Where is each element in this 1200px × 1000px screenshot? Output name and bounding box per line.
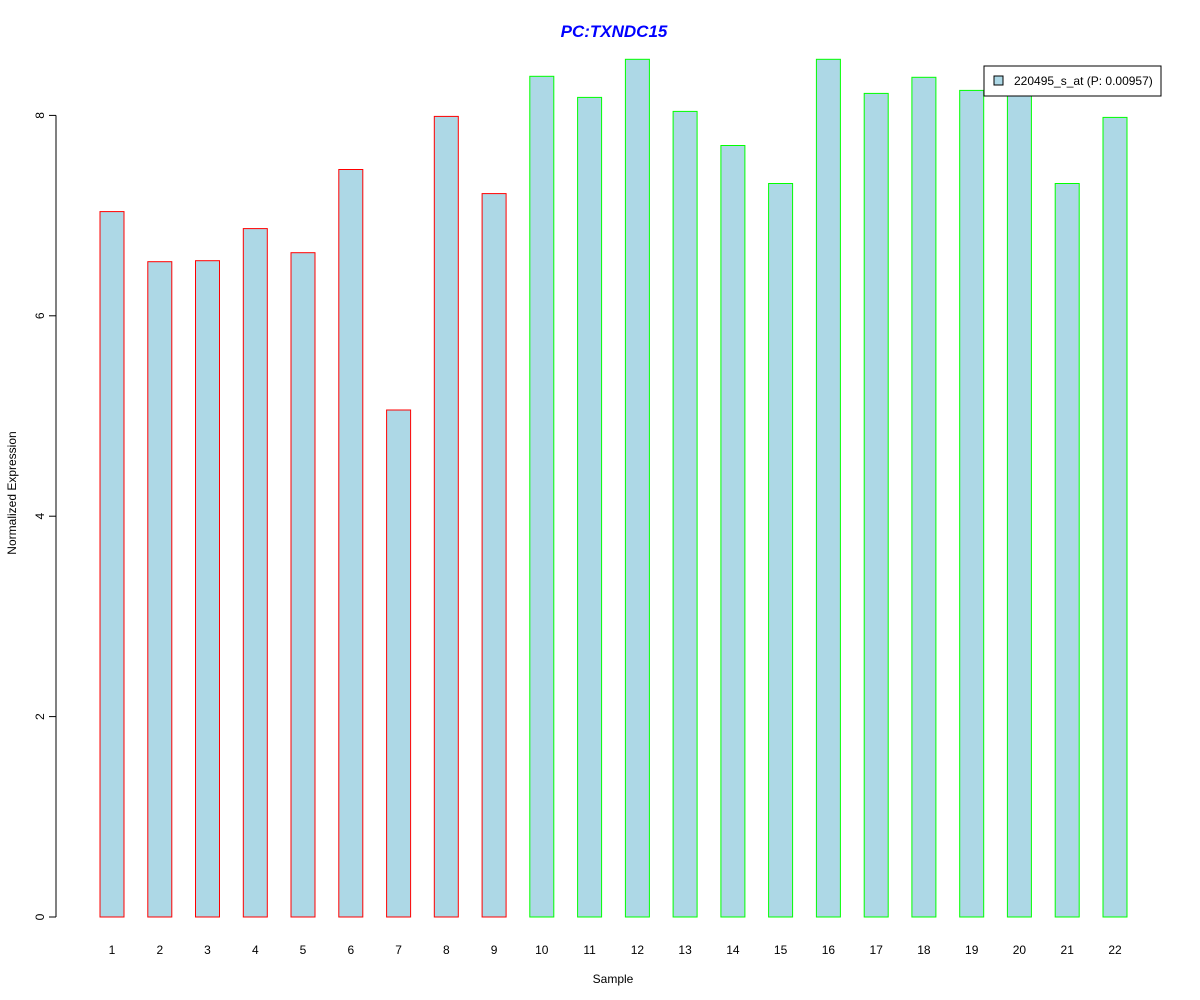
bar-sample-10 — [529, 75, 555, 918]
x-tick-label: 5 — [300, 943, 307, 957]
x-axis-title: Sample — [593, 972, 634, 986]
bar-sample-12 — [624, 58, 650, 918]
x-tick-label: 22 — [1108, 943, 1122, 957]
x-tick-label: 16 — [822, 943, 836, 957]
bar-sample-7 — [386, 409, 412, 918]
bar-sample-15 — [768, 183, 794, 918]
x-tick-label: 6 — [347, 943, 354, 957]
x-tick-label: 12 — [631, 943, 645, 957]
x-tick-label: 4 — [252, 943, 259, 957]
bar-sample-22 — [1102, 116, 1128, 918]
x-tick-label: 13 — [678, 943, 692, 957]
y-tick-label: 6 — [33, 312, 47, 319]
bar-sample-14 — [720, 145, 746, 918]
x-tick-label: 15 — [774, 943, 788, 957]
x-tick-label: 18 — [917, 943, 931, 957]
bar-sample-2 — [147, 261, 173, 918]
chart-title: PC:TXNDC15 — [561, 22, 668, 41]
y-tick-label: 4 — [33, 513, 47, 520]
bars-group — [99, 58, 1128, 918]
bar-sample-8 — [433, 115, 459, 918]
x-tick-label: 19 — [965, 943, 979, 957]
bar-sample-1 — [99, 211, 125, 918]
bar-sample-4 — [242, 228, 268, 918]
legend-swatch — [993, 75, 1004, 86]
legend-label: 220495_s_at (P: 0.00957) — [1014, 74, 1153, 88]
x-tick-label: 17 — [870, 943, 884, 957]
y-tick-label: 8 — [33, 112, 47, 119]
legend-box — [983, 65, 1162, 97]
bar-sample-21 — [1054, 183, 1080, 918]
x-tick-label: 10 — [535, 943, 549, 957]
bar-sample-9 — [481, 193, 507, 918]
bar-sample-11 — [577, 96, 603, 918]
x-tick-label: 9 — [491, 943, 498, 957]
bar-sample-13 — [672, 110, 698, 918]
x-tick-label: 11 — [583, 943, 596, 957]
legend: 220495_s_at (P: 0.00957) — [983, 65, 1162, 97]
x-tick-label: 8 — [443, 943, 450, 957]
bar-sample-20 — [1006, 94, 1032, 918]
bar-sample-3 — [195, 260, 220, 918]
bar-sample-19 — [959, 89, 985, 918]
y-axis: 0 2 4 6 8 — [33, 112, 57, 920]
x-tick-label: 1 — [109, 943, 116, 957]
bar-sample-16 — [815, 58, 841, 918]
x-tick-label: 2 — [156, 943, 163, 957]
bar-sample-6 — [338, 169, 364, 918]
bar-sample-17 — [863, 92, 889, 918]
y-axis-title: Normalized Expression — [5, 431, 19, 554]
bar-sample-5 — [290, 252, 316, 918]
x-tick-label: 20 — [1013, 943, 1027, 957]
x-tick-labels: 1 2 3 4 5 6 7 8 9 10 11 12 13 14 15 16 17 18 19 20 21 22 — [109, 943, 1122, 957]
y-tick-label: 2 — [33, 713, 47, 720]
y-tick-label: 0 — [33, 913, 47, 920]
bar-sample-18 — [911, 76, 937, 918]
x-tick-label: 7 — [395, 943, 402, 957]
x-tick-label: 21 — [1061, 943, 1075, 957]
x-tick-label: 3 — [204, 943, 211, 957]
x-tick-label: 14 — [726, 943, 740, 957]
